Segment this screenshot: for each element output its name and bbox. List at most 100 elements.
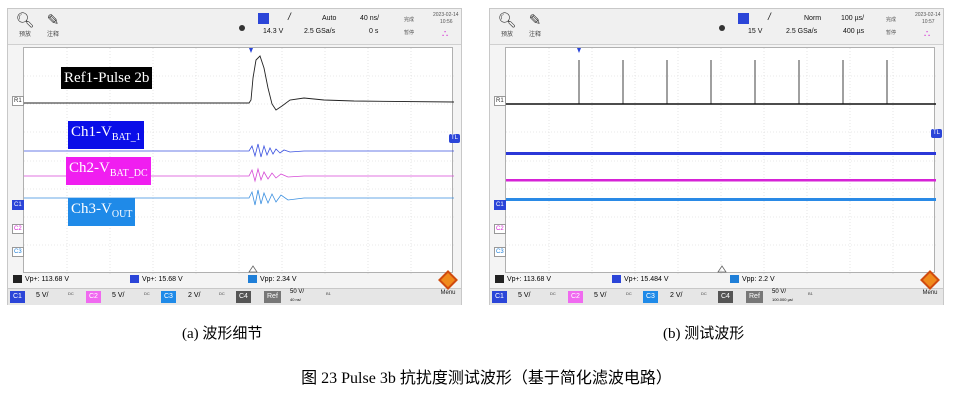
ref-tag[interactable]: Ref [264,291,281,303]
c3-measurement: Vpp: 2.34 V [248,275,297,283]
c3-scale[interactable]: 2 V/ [188,292,201,299]
ref-bw: B1 [808,291,813,296]
annotate-label: 注释 [528,32,541,38]
trigger-mode[interactable]: Norm [804,15,822,22]
oscilloscope-panel-a: 🔍︎ 预放 ✎ 注释 / 14.3 V 2.5 GSa/s Auto 40 ns… [7,8,462,305]
magnifier-icon: 🔍︎ [15,12,35,29]
c2-marker[interactable]: C2 [494,224,506,234]
oscilloscope-panel-b: 🔍︎ 预放 ✎ 注释 / 15 V 2.5 GSa/s Norm 100 µs/… [489,8,944,305]
trigger-point-icon [717,265,727,273]
r1-marker[interactable]: R1 [494,96,506,106]
ref-scale[interactable]: 50 V/ [290,289,305,295]
c2-scale[interactable]: 5 V/ [594,292,607,299]
c3-scale[interactable]: 2 V/ [670,292,683,299]
ref1-pulses [578,60,888,104]
c2-marker[interactable]: C2 [12,224,24,234]
c1-measurement: Vp+: 15.484 V [612,275,669,283]
r1-measurement: Vp+: 113.68 V [495,275,551,283]
menu-button[interactable]: Menu [919,270,941,303]
ch1-trace [24,143,454,158]
run-indicator-icon [719,25,725,31]
measurement-row: Vp+: 113.68 V Vp+: 15.68 V Vpp: 2.34 V [8,274,461,286]
c1-scale[interactable]: 5 V/ [36,292,49,299]
trigger-source-icon[interactable] [258,13,269,24]
top-toolbar: 🔍︎ 预放 ✎ 注释 / 15 V 2.5 GSa/s Norm 100 µs/… [490,9,943,45]
r1-chip-icon [495,275,504,283]
zoom-label: 预放 [18,32,31,38]
c3-chip-icon [730,275,739,283]
annotate-tool-button[interactable]: ✎ 注释 [40,11,66,43]
ch1-trace [506,152,936,155]
r1-measurement: Vp+: 113.68 V [13,275,69,283]
caption-a: (a) 波形细节 [182,326,263,342]
c4-tag[interactable]: C4 [718,291,733,303]
trigger-level[interactable]: 14.3 V [263,28,284,35]
c3-tag[interactable]: C3 [161,291,176,303]
c2-tag[interactable]: C2 [568,291,583,303]
c3-chip-icon [248,275,257,283]
trigger-mode[interactable]: Auto [322,15,337,22]
c1-marker[interactable]: C1 [494,200,506,210]
channel-bar: C1 5 V/ DC C2 5 V/ DC C3 2 V/ DC C4 Ref … [490,288,943,305]
sample-rate: 2.5 GSa/s [304,28,336,35]
waveform-graticule [506,48,936,274]
trigger-level-marker[interactable]: TL [449,134,461,143]
c4-tag[interactable]: C4 [236,291,251,303]
channel-bar: C1 5 V/ DC C2 5 V/ DC C3 2 V/ DC C4 Ref … [8,288,461,305]
c3-coupling: DC [219,291,225,296]
top-toolbar: 🔍︎ 预放 ✎ 注释 / 14.3 V 2.5 GSa/s Auto 40 ns… [8,9,461,45]
ref-time: 100.000 µs/ [772,297,793,302]
c2-tag[interactable]: C2 [86,291,101,303]
ref-scale[interactable]: 50 V/ [772,289,787,295]
c3-marker[interactable]: C3 [12,247,24,257]
trigger-slope-icon[interactable]: / [768,12,771,23]
network-icon: ∴ [924,29,931,40]
caption-b: (b) 测试波形 [663,326,745,342]
c1-measurement: Vp+: 15.68 V [130,275,183,283]
c1-marker[interactable]: C1 [12,200,24,210]
c3-tag[interactable]: C3 [643,291,658,303]
ch3-label: Ch3-VOUT [68,198,136,226]
acquisition-substatus: 暂停 [886,30,897,36]
c1-tag[interactable]: C1 [492,291,507,303]
ref-time: 40 ns/ [290,297,301,302]
time-offset[interactable]: 400 µs [843,28,865,35]
c1-chip-icon [130,275,139,283]
menu-diamond-icon [438,270,458,290]
trigger-level[interactable]: 15 V [748,28,763,35]
ch2-trace [24,167,454,183]
trigger-level-marker[interactable]: TL [931,129,943,138]
timebase[interactable]: 100 µs/ [841,15,865,22]
network-icon: ∴ [442,29,449,40]
waveform-graticule [24,48,454,274]
c1-coupling: DC [550,291,556,296]
ref-bw: B1 [326,291,331,296]
zoom-tool-button[interactable]: 🔍︎ 预放 [494,11,520,43]
c1-scale[interactable]: 5 V/ [518,292,531,299]
c1-tag[interactable]: C1 [10,291,25,303]
date-display: 2023-02-14 [915,12,941,18]
sample-rate: 2.5 GSa/s [786,28,818,35]
trigger-position-icon [577,48,581,53]
c3-marker[interactable]: C3 [494,247,506,257]
pen-icon: ✎ [528,12,542,29]
c2-scale[interactable]: 5 V/ [112,292,125,299]
trigger-source-icon[interactable] [738,13,749,24]
timebase[interactable]: 40 ns/ [360,15,380,22]
measurement-row: Vp+: 113.68 V Vp+: 15.484 V Vpp: 2.2 V [490,274,943,286]
c3-coupling: DC [701,291,707,296]
ref-tag[interactable]: Ref [746,291,763,303]
annotate-tool-button[interactable]: ✎ 注释 [522,11,548,43]
zoom-tool-button[interactable]: 🔍︎ 预放 [12,11,38,43]
magnifier-icon: 🔍︎ [497,12,517,29]
acquisition-status: 完成 [404,17,415,23]
menu-label: Menu [922,290,938,296]
trigger-slope-icon[interactable]: / [288,12,291,23]
menu-diamond-icon [920,270,940,290]
waveform-screen[interactable] [505,47,936,274]
menu-button[interactable]: Menu [437,270,459,303]
time-offset[interactable]: 0 s [369,28,379,35]
c2-coupling: DC [144,291,150,296]
r1-marker[interactable]: R1 [12,96,24,106]
ref1-trace [24,55,454,111]
